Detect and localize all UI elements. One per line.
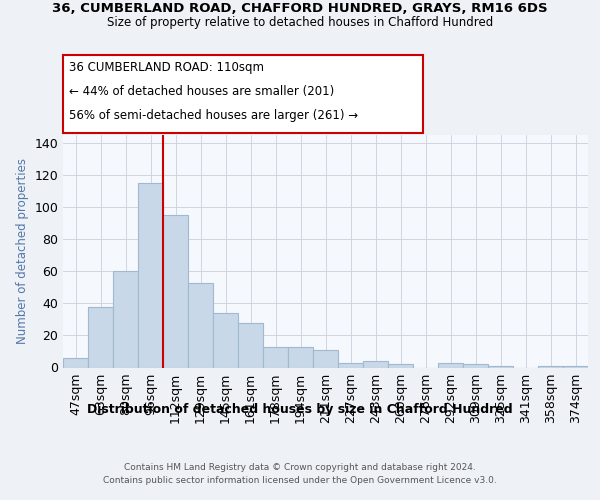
Text: 56% of semi-detached houses are larger (261) →: 56% of semi-detached houses are larger (…	[69, 109, 358, 122]
Bar	[213, 313, 238, 368]
Bar	[188, 282, 213, 368]
Bar	[313, 350, 338, 368]
Text: 36 CUMBERLAND ROAD: 110sqm: 36 CUMBERLAND ROAD: 110sqm	[69, 61, 264, 74]
Bar	[288, 346, 313, 368]
Bar	[138, 183, 163, 368]
Bar	[563, 366, 588, 368]
Y-axis label: Number of detached properties: Number of detached properties	[16, 158, 29, 344]
Bar	[163, 215, 188, 368]
Bar	[113, 272, 138, 368]
Bar	[63, 358, 88, 368]
Bar	[238, 322, 263, 368]
Bar	[363, 361, 388, 368]
Bar	[263, 346, 288, 368]
Bar	[538, 366, 563, 368]
Text: 36, CUMBERLAND ROAD, CHAFFORD HUNDRED, GRAYS, RM16 6DS: 36, CUMBERLAND ROAD, CHAFFORD HUNDRED, G…	[52, 2, 548, 16]
Bar	[338, 362, 363, 368]
Text: Distribution of detached houses by size in Chafford Hundred: Distribution of detached houses by size …	[87, 402, 513, 415]
Text: Size of property relative to detached houses in Chafford Hundred: Size of property relative to detached ho…	[107, 16, 493, 29]
Text: Contains HM Land Registry data © Crown copyright and database right 2024.: Contains HM Land Registry data © Crown c…	[124, 462, 476, 471]
Text: Contains public sector information licensed under the Open Government Licence v3: Contains public sector information licen…	[103, 476, 497, 485]
Text: ← 44% of detached houses are smaller (201): ← 44% of detached houses are smaller (20…	[69, 85, 334, 98]
Bar	[488, 366, 513, 368]
Bar	[463, 364, 488, 368]
Bar	[438, 362, 463, 368]
Bar	[88, 306, 113, 368]
Bar	[388, 364, 413, 368]
